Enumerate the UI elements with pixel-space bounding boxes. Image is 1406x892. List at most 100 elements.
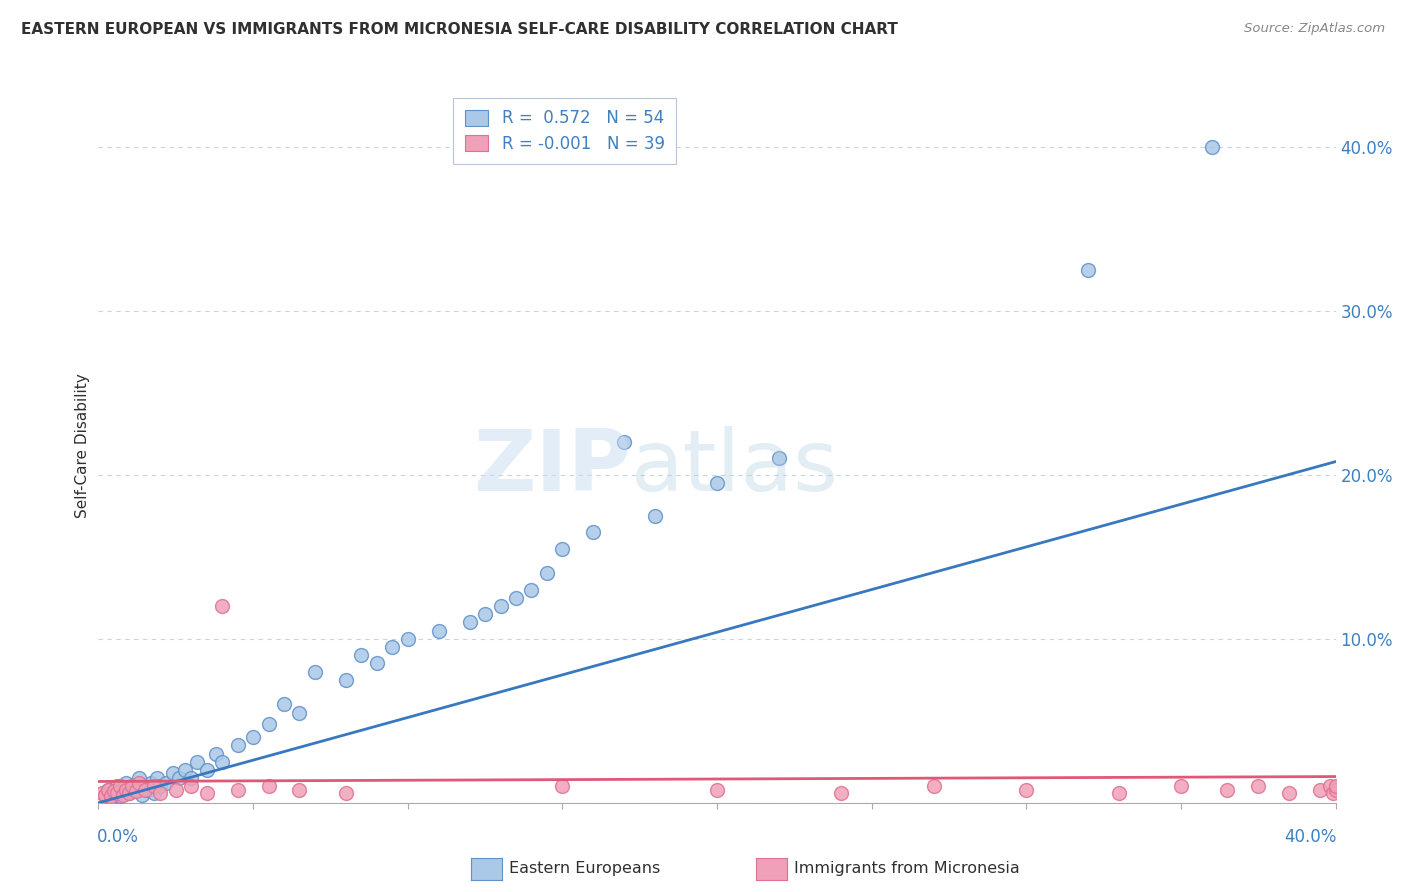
Point bbox=[195, 763, 218, 777]
Point bbox=[131, 788, 153, 802]
Point bbox=[195, 786, 218, 800]
Point bbox=[1324, 780, 1347, 794]
Point bbox=[1170, 780, 1192, 794]
Point bbox=[366, 657, 388, 671]
Text: Eastern Europeans: Eastern Europeans bbox=[509, 862, 661, 876]
Point bbox=[706, 782, 728, 797]
Point bbox=[1324, 782, 1347, 797]
Point bbox=[489, 599, 512, 613]
Point bbox=[167, 771, 190, 785]
Point bbox=[1309, 782, 1331, 797]
Point bbox=[242, 730, 264, 744]
Point bbox=[1247, 780, 1270, 794]
Y-axis label: Self-Care Disability: Self-Care Disability bbox=[75, 374, 90, 518]
Point bbox=[304, 665, 326, 679]
Point bbox=[93, 788, 115, 802]
Point bbox=[186, 755, 208, 769]
Point bbox=[180, 780, 202, 794]
Point bbox=[211, 755, 233, 769]
Point bbox=[134, 782, 156, 797]
Point bbox=[128, 771, 150, 785]
Point bbox=[551, 541, 574, 556]
Point bbox=[505, 591, 527, 605]
Point bbox=[335, 786, 357, 800]
Point bbox=[830, 786, 852, 800]
Point bbox=[174, 763, 197, 777]
Text: Immigrants from Micronesia: Immigrants from Micronesia bbox=[794, 862, 1021, 876]
Point bbox=[146, 771, 169, 785]
Point bbox=[90, 786, 112, 800]
Point bbox=[520, 582, 543, 597]
Point bbox=[1201, 139, 1223, 153]
Point bbox=[108, 789, 131, 804]
Point bbox=[124, 782, 146, 797]
Point bbox=[1108, 786, 1130, 800]
Point bbox=[112, 782, 135, 797]
Point bbox=[1216, 782, 1239, 797]
Point bbox=[551, 780, 574, 794]
Point bbox=[536, 566, 558, 581]
Point bbox=[100, 789, 122, 804]
Point bbox=[93, 788, 115, 802]
Point bbox=[105, 780, 128, 794]
Point bbox=[121, 780, 143, 794]
Point bbox=[613, 434, 636, 449]
Point bbox=[226, 782, 249, 797]
Point bbox=[139, 776, 162, 790]
Point bbox=[112, 788, 135, 802]
Point bbox=[124, 784, 146, 798]
Point bbox=[226, 739, 249, 753]
Point bbox=[105, 786, 128, 800]
Point bbox=[1077, 262, 1099, 277]
Point bbox=[136, 782, 159, 797]
Point bbox=[162, 766, 184, 780]
Point bbox=[273, 698, 295, 712]
Point bbox=[205, 747, 228, 761]
Point bbox=[922, 780, 945, 794]
Point bbox=[288, 706, 311, 720]
Text: ZIP: ZIP bbox=[472, 425, 630, 509]
Point bbox=[381, 640, 404, 654]
Point bbox=[180, 771, 202, 785]
Point bbox=[103, 784, 125, 798]
Text: 40.0%: 40.0% bbox=[1285, 828, 1337, 846]
Point bbox=[115, 782, 138, 797]
Point bbox=[165, 782, 187, 797]
Point bbox=[121, 780, 143, 794]
Text: atlas: atlas bbox=[630, 425, 838, 509]
Point bbox=[149, 780, 172, 794]
Text: EASTERN EUROPEAN VS IMMIGRANTS FROM MICRONESIA SELF-CARE DISABILITY CORRELATION : EASTERN EUROPEAN VS IMMIGRANTS FROM MICR… bbox=[21, 22, 898, 37]
Point bbox=[1015, 782, 1038, 797]
Point bbox=[143, 786, 166, 800]
Point bbox=[257, 780, 280, 794]
Point bbox=[288, 782, 311, 797]
Point bbox=[149, 786, 172, 800]
Point bbox=[118, 786, 141, 800]
Point bbox=[103, 786, 125, 800]
Point bbox=[396, 632, 419, 646]
Point bbox=[257, 717, 280, 731]
Point bbox=[427, 624, 450, 638]
Point bbox=[211, 599, 233, 613]
Text: Source: ZipAtlas.com: Source: ZipAtlas.com bbox=[1244, 22, 1385, 36]
Point bbox=[118, 786, 141, 800]
Point bbox=[97, 782, 120, 797]
Point bbox=[1278, 786, 1301, 800]
Point bbox=[706, 475, 728, 490]
Point bbox=[768, 451, 790, 466]
Point bbox=[1322, 786, 1344, 800]
Point bbox=[155, 776, 177, 790]
Point bbox=[97, 782, 120, 797]
Point bbox=[335, 673, 357, 687]
Point bbox=[108, 780, 131, 794]
Point bbox=[350, 648, 373, 662]
Point bbox=[1319, 780, 1341, 794]
Point bbox=[582, 525, 605, 540]
Point bbox=[134, 780, 156, 794]
Point bbox=[143, 780, 166, 794]
Point bbox=[128, 776, 150, 790]
Point bbox=[644, 508, 666, 523]
Point bbox=[458, 615, 481, 630]
Legend: R =  0.572   N = 54, R = -0.001   N = 39: R = 0.572 N = 54, R = -0.001 N = 39 bbox=[453, 97, 676, 164]
Point bbox=[100, 790, 122, 805]
